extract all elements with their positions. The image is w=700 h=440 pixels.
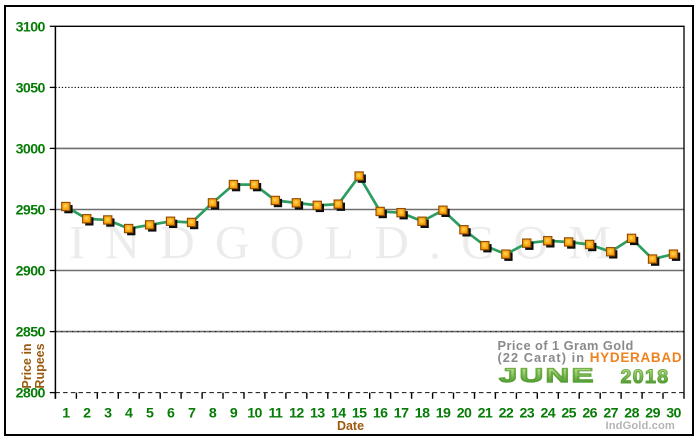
svg-text:1: 1 — [62, 405, 70, 421]
svg-text:20: 20 — [457, 405, 472, 421]
svg-text:13: 13 — [310, 405, 325, 421]
svg-text:3050: 3050 — [16, 80, 46, 96]
svg-text:21: 21 — [478, 405, 493, 421]
svg-text:23: 23 — [520, 405, 535, 421]
svg-text:3: 3 — [104, 405, 112, 421]
svg-text:7: 7 — [188, 405, 196, 421]
svg-text:16: 16 — [373, 405, 388, 421]
svg-text:INDGOLD.COM: INDGOLD.COM — [69, 217, 631, 270]
svg-text:9: 9 — [230, 405, 238, 421]
svg-text:25: 25 — [561, 405, 576, 421]
svg-text:2950: 2950 — [16, 203, 46, 219]
svg-text:26: 26 — [582, 405, 597, 421]
svg-text:15: 15 — [352, 405, 367, 421]
svg-text:Date: Date — [337, 419, 364, 433]
svg-text:10: 10 — [247, 405, 262, 421]
svg-text:27: 27 — [603, 405, 618, 421]
svg-text:18: 18 — [415, 405, 430, 421]
svg-text:17: 17 — [394, 405, 409, 421]
svg-text:6: 6 — [167, 405, 175, 421]
svg-text:2900: 2900 — [16, 264, 46, 280]
svg-text:4: 4 — [125, 405, 133, 421]
svg-text:11: 11 — [268, 405, 283, 421]
svg-text:2850: 2850 — [16, 325, 46, 341]
svg-text:3000: 3000 — [16, 141, 46, 157]
svg-text:19: 19 — [436, 405, 451, 421]
svg-text:8: 8 — [209, 405, 217, 421]
svg-text:2800: 2800 — [16, 386, 46, 402]
svg-text:28: 28 — [624, 405, 639, 421]
svg-text:12: 12 — [289, 405, 304, 421]
svg-text:2: 2 — [83, 405, 91, 421]
svg-text:29: 29 — [645, 405, 660, 421]
svg-text:22: 22 — [499, 405, 514, 421]
svg-text:3100: 3100 — [16, 19, 46, 35]
svg-text:24: 24 — [541, 405, 556, 421]
svg-text:30: 30 — [666, 405, 681, 421]
svg-text:5: 5 — [146, 405, 154, 421]
svg-text:14: 14 — [331, 405, 346, 421]
